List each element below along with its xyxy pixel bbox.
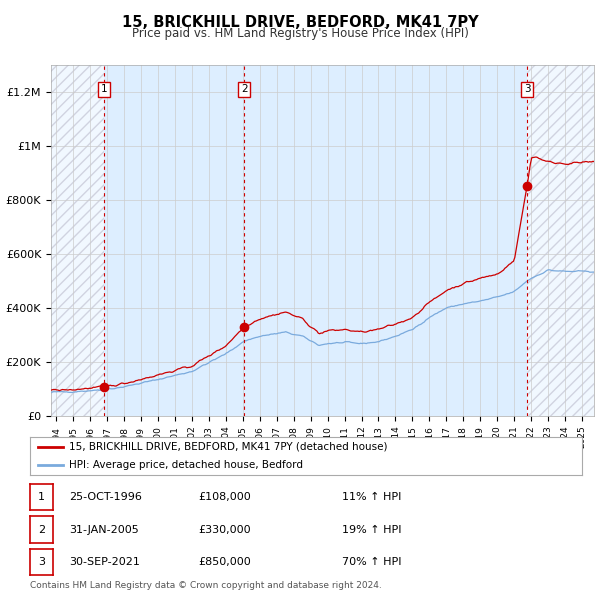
Text: 2: 2	[241, 84, 247, 94]
Text: Price paid vs. HM Land Registry's House Price Index (HPI): Price paid vs. HM Land Registry's House …	[131, 27, 469, 40]
Bar	[104, 65, 244, 416]
Text: 15, BRICKHILL DRIVE, BEDFORD, MK41 7PY (detached house): 15, BRICKHILL DRIVE, BEDFORD, MK41 7PY (…	[68, 442, 387, 452]
Text: 3: 3	[38, 557, 45, 567]
Text: HPI: Average price, detached house, Bedford: HPI: Average price, detached house, Bedf…	[68, 460, 302, 470]
Text: 1: 1	[38, 492, 45, 502]
Text: £850,000: £850,000	[198, 557, 251, 567]
Text: 30-SEP-2021: 30-SEP-2021	[69, 557, 140, 567]
Bar	[527, 65, 594, 416]
Text: £330,000: £330,000	[198, 525, 251, 535]
Text: Contains HM Land Registry data © Crown copyright and database right 2024.: Contains HM Land Registry data © Crown c…	[30, 581, 382, 590]
Bar	[51, 65, 104, 416]
Text: 3: 3	[524, 84, 530, 94]
Text: 15, BRICKHILL DRIVE, BEDFORD, MK41 7PY: 15, BRICKHILL DRIVE, BEDFORD, MK41 7PY	[122, 15, 478, 30]
Text: 2: 2	[38, 525, 45, 535]
Text: 70% ↑ HPI: 70% ↑ HPI	[342, 557, 401, 567]
Text: 1: 1	[100, 84, 107, 94]
Text: 31-JAN-2005: 31-JAN-2005	[69, 525, 139, 535]
Text: 19% ↑ HPI: 19% ↑ HPI	[342, 525, 401, 535]
Bar	[244, 65, 527, 416]
Text: £108,000: £108,000	[198, 492, 251, 502]
Text: 25-OCT-1996: 25-OCT-1996	[69, 492, 142, 502]
Text: 11% ↑ HPI: 11% ↑ HPI	[342, 492, 401, 502]
